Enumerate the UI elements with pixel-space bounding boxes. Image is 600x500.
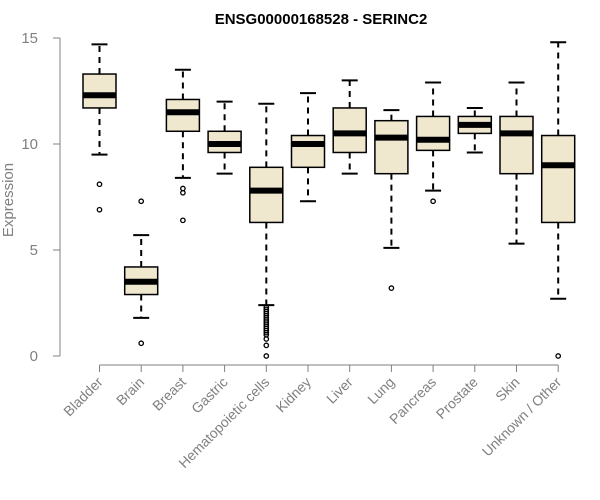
outlier-point bbox=[263, 329, 270, 336]
outlier-point bbox=[138, 198, 145, 205]
outlier-point bbox=[96, 181, 103, 188]
y-axis: 0 5 10 15 bbox=[21, 30, 61, 365]
box-group bbox=[499, 81, 534, 245]
box-iqr bbox=[374, 119, 409, 175]
x-tick-label: Bladder bbox=[60, 374, 106, 420]
plot-area bbox=[82, 41, 576, 359]
box-group bbox=[540, 41, 576, 359]
box-iqr bbox=[415, 115, 451, 152]
box-iqr bbox=[290, 134, 326, 169]
chart-title: ENSG00000168528 - SERINC2 bbox=[215, 11, 428, 28]
box-iqr bbox=[332, 107, 367, 154]
outlier-point bbox=[263, 353, 270, 359]
x-tick-label: Lung bbox=[364, 374, 397, 407]
x-tick-label: Prostate bbox=[433, 374, 481, 422]
x-tick-label: Skin bbox=[492, 374, 523, 405]
outlier-point bbox=[138, 340, 145, 347]
box-group bbox=[82, 43, 117, 213]
x-tick-label: Brain bbox=[113, 374, 147, 408]
outlier-point bbox=[263, 336, 270, 342]
box-group bbox=[457, 106, 493, 154]
box-group bbox=[374, 109, 409, 292]
outlier-point bbox=[430, 198, 436, 205]
x-tick-label: Unknown / Other bbox=[479, 374, 565, 460]
y-axis-label: Expression bbox=[0, 163, 17, 237]
outlier-point bbox=[388, 285, 395, 292]
x-tick-label: Kidney bbox=[273, 374, 315, 416]
outlier-point bbox=[555, 353, 562, 359]
box-iqr bbox=[499, 115, 534, 175]
box-iqr bbox=[82, 73, 117, 109]
x-tick-label: Breast bbox=[149, 374, 189, 414]
outlier-point bbox=[180, 217, 186, 224]
y-tick-label: 15 bbox=[21, 30, 38, 47]
outlier-point bbox=[96, 206, 103, 213]
outlier-point bbox=[263, 342, 270, 349]
box-group bbox=[290, 92, 326, 203]
box-group bbox=[415, 81, 451, 205]
box-iqr bbox=[540, 134, 576, 224]
box-group bbox=[123, 198, 159, 347]
x-tick-label: Liver bbox=[323, 374, 356, 407]
y-tick-label: 0 bbox=[30, 348, 38, 365]
y-tick-label: 10 bbox=[21, 136, 38, 153]
box-group bbox=[332, 79, 367, 175]
box-group bbox=[207, 100, 242, 175]
y-tick-label: 5 bbox=[30, 242, 38, 259]
box-iqr bbox=[165, 98, 201, 133]
outlier-point bbox=[180, 189, 186, 196]
box-iqr bbox=[249, 166, 284, 224]
box-group bbox=[165, 68, 201, 224]
box-group bbox=[249, 102, 284, 359]
